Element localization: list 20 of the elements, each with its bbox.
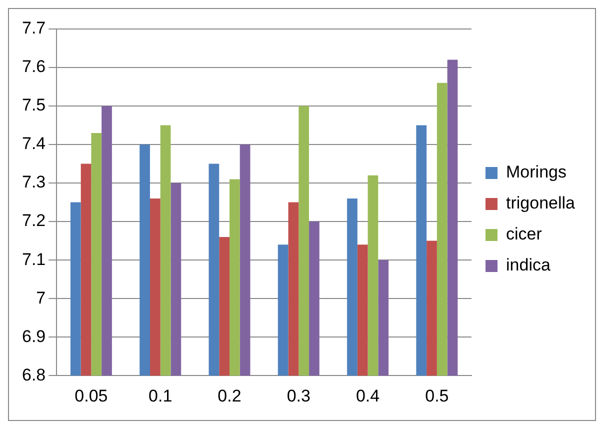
x-tick-label: 0.2: [218, 386, 242, 406]
legend-label: trigonella: [506, 194, 576, 213]
y-tick-label: 6.8: [22, 365, 46, 384]
y-tick-label: 7.2: [22, 211, 46, 230]
x-tick-label: 0.4: [356, 386, 380, 406]
legend-label: Morings: [506, 162, 566, 182]
y-tick-label: 7.5: [22, 96, 46, 115]
y-tick-label: 7.1: [22, 250, 46, 269]
x-tick-label: 0.3: [286, 386, 310, 406]
legend-label: cicer: [506, 224, 542, 244]
y-tick-label: 7: [36, 288, 46, 308]
y-tick-label: 7.6: [22, 57, 46, 76]
x-tick-label: 0.1: [148, 386, 172, 406]
y-tick-label: 7.4: [22, 134, 46, 154]
legend-label: indica: [506, 256, 551, 275]
x-tick-label: 0.5: [425, 386, 449, 406]
y-tick-label: 7.7: [22, 18, 46, 38]
x-tick-label: 0.05: [74, 386, 108, 406]
y-tick-label: 6.9: [22, 326, 46, 346]
y-tick-label: 7.3: [22, 172, 46, 192]
